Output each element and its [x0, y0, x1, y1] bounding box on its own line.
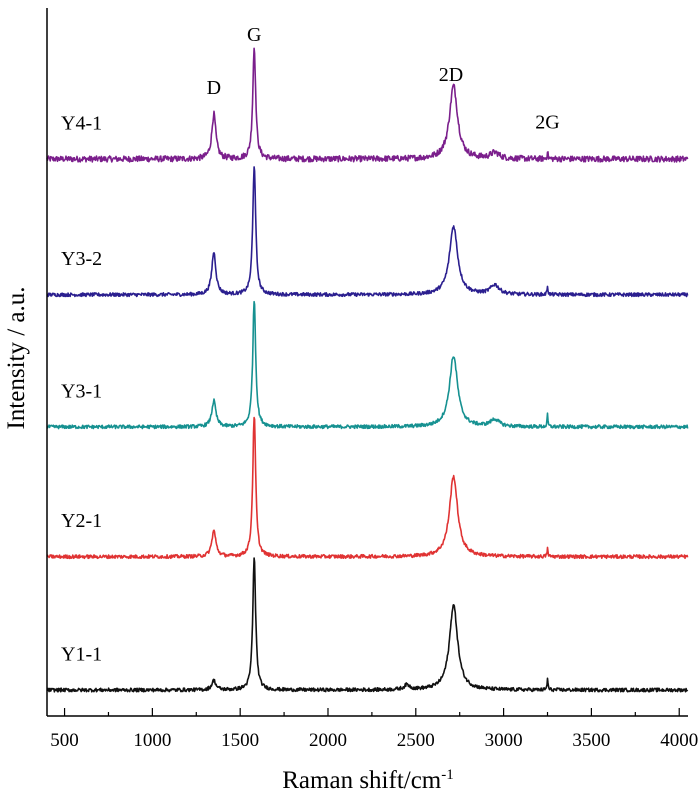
x-tick-label-2000: 2000 — [309, 730, 347, 751]
series-layer — [46, 47, 689, 693]
series-label-y1-1: Y1-1 — [61, 644, 102, 666]
series-label-y3-1: Y3-1 — [61, 380, 102, 402]
labels-layer: Y4-1 Y3-2 Y3-1 Y2-1 Y1-1 D G 2D 2G — [61, 24, 560, 666]
series-line-y2-1 — [46, 416, 689, 560]
peak-label-g: G — [247, 24, 261, 46]
series-line-y3-1 — [46, 300, 689, 430]
axes-layer: 500 1000 1500 2000 2500 3000 3500 4000 — [46, 8, 698, 751]
peak-label-d: D — [207, 77, 221, 99]
x-tick-label-3000: 3000 — [485, 730, 523, 751]
y-axis-label: Intensity / a.u. — [3, 286, 30, 429]
x-axis-label: Raman shift/cm-1 — [282, 767, 454, 794]
peak-label-2g: 2G — [535, 111, 559, 133]
series-line-y3-2 — [46, 166, 689, 298]
series-label-y3-2: Y3-2 — [61, 248, 102, 270]
series-label-y4-1: Y4-1 — [61, 113, 102, 135]
x-tick-label-1000: 1000 — [133, 730, 171, 751]
series-line-y1-1 — [46, 557, 689, 693]
x-tick-label-2500: 2500 — [397, 730, 435, 751]
x-tick-label-3500: 3500 — [572, 730, 610, 751]
x-tick-label-4000: 4000 — [660, 730, 698, 751]
x-tick-label-1500: 1500 — [221, 730, 259, 751]
x-axis-label-superscript: -1 — [441, 767, 454, 783]
x-axis-label-text: Raman shift/cm — [282, 767, 442, 794]
series-label-y2-1: Y2-1 — [61, 510, 102, 532]
x-tick-label-500: 500 — [50, 730, 79, 751]
series-line-y4-1 — [46, 47, 689, 163]
peak-label-2d: 2D — [439, 64, 463, 86]
